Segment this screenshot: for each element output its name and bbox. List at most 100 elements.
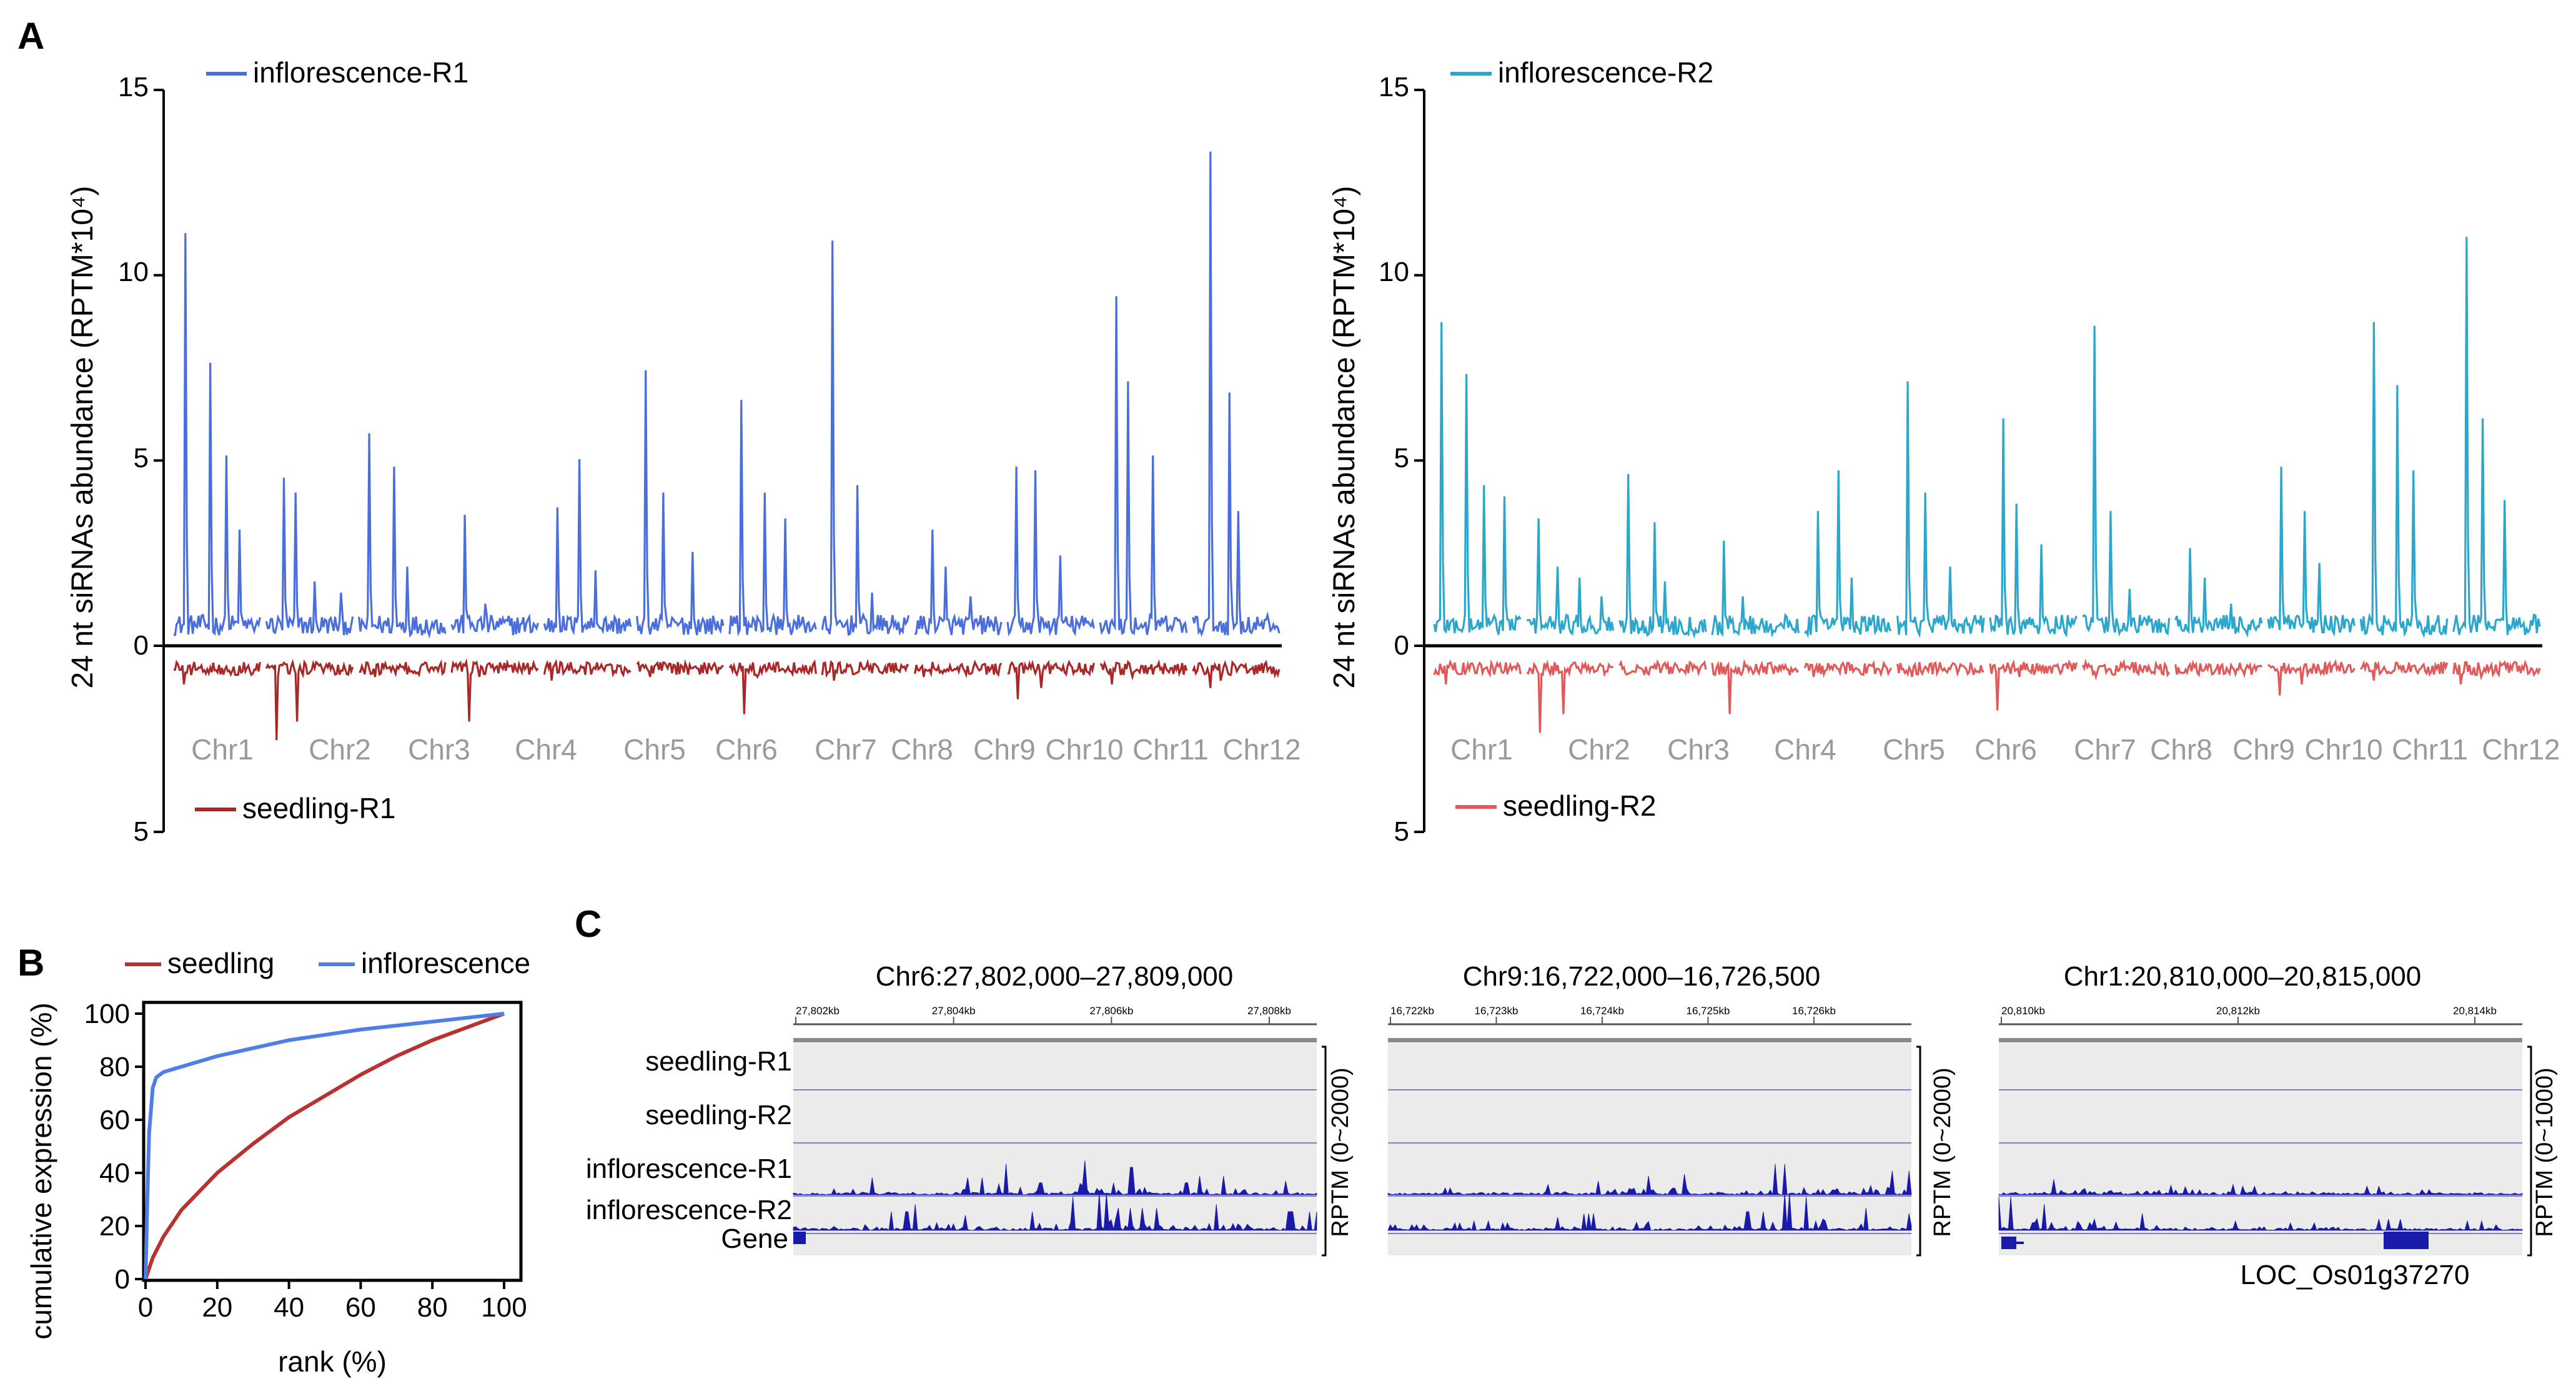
legend-seedling-r2: seedling-R2 — [1503, 789, 1656, 822]
x-tick-label: 40 — [274, 1292, 304, 1323]
chromosome-label-chr10: Chr10 — [1045, 733, 1123, 766]
ytick-15: 15 — [1379, 72, 1409, 102]
series-down-Chr11 — [2360, 660, 2449, 681]
chromosome-label-chr4: Chr4 — [1774, 733, 1836, 766]
series-up-Chr2 — [265, 477, 354, 636]
chromosome-label-chr2: Chr2 — [309, 733, 371, 766]
y-tick-label: 40 — [99, 1158, 130, 1189]
series-down-Chr1 — [173, 660, 261, 685]
series-down-Chr3 — [359, 659, 447, 678]
ytick-bottom-5: 5 — [134, 816, 149, 847]
series-up-Chr5 — [1804, 470, 1892, 638]
scale-bracket — [1916, 1045, 1921, 1257]
series-down-Chr7 — [1989, 659, 2078, 711]
track-label-seedling-r1: seedling-R1 — [645, 1046, 792, 1077]
track-label-inflorescence-r1: inflorescence-R1 — [586, 1154, 792, 1184]
gene-block — [793, 1232, 806, 1244]
ruler-bar — [1388, 1038, 1911, 1042]
legend-inflorescence-r1: inflorescence-R1 — [253, 56, 468, 89]
y-tick-label: 80 — [99, 1052, 130, 1082]
browser-3-title: Chr1:20,810,000–20,815,000 — [2064, 961, 2422, 992]
ruler-tick-label: 16,723kb — [1475, 1005, 1518, 1017]
series-up-Chr12 — [1192, 151, 1281, 638]
series-up-Chr5 — [543, 459, 632, 636]
panel-a-right: Chr1 Chr2 Chr3 Chr4 Chr5 Chr6 Chr7 Chr8 Chr9 Chr1… — [1328, 56, 2560, 847]
series-down-Chr3 — [1618, 659, 1707, 677]
series-down-Chr6 — [1896, 661, 1984, 678]
coverage-infl_r1_peaks — [1387, 1164, 1912, 1195]
ytick-5: 5 — [134, 443, 149, 473]
panel-b-plot: 0 20 40 60 80 100 0 20 40 60 80 100 — [84, 999, 527, 1323]
ruler-tick-label: 16,725kb — [1687, 1005, 1730, 1017]
legend-seedling-r1: seedling-R1 — [242, 792, 395, 824]
series-down-Chr7 — [728, 659, 817, 714]
series-up-Chr11 — [2359, 322, 2449, 638]
panel-label-a: A — [17, 15, 44, 57]
curve-seedling — [144, 1012, 505, 1280]
chromosome-label-chr4: Chr4 — [515, 733, 577, 766]
chromosome-label-chr12: Chr12 — [1222, 733, 1300, 766]
legend-inflorescence-r2: inflorescence-R2 — [1498, 56, 1713, 89]
ruler-tick-label: 16,726kb — [1792, 1005, 1836, 1017]
series-up-Chr4 — [450, 515, 539, 636]
ruler-tick-label: 20,810kb — [2001, 1005, 2045, 1017]
ruler-tick-label: 27,802kb — [796, 1005, 840, 1017]
series-up-Chr12 — [2452, 237, 2541, 635]
chromosome-label-chr8: Chr8 — [891, 733, 953, 766]
track-background — [793, 1043, 1317, 1255]
series-up-Chr11 — [1099, 296, 1188, 636]
series-up-Chr3 — [358, 433, 447, 639]
browser-1-scale: RPTM (0~2000) — [1327, 1067, 1354, 1237]
panel-a-right-plot: Chr1 Chr2 Chr3 Chr4 Chr5 Chr6 Chr7 Chr8 Chr9 Chr1… — [1414, 89, 2560, 833]
panel-b-xlabel: rank (%) — [278, 1345, 387, 1378]
series-down-Chr2 — [265, 658, 354, 741]
y-tick-label: 100 — [84, 999, 130, 1029]
x-tick-label: 80 — [417, 1292, 448, 1323]
y-tick-label: 20 — [99, 1211, 130, 1242]
browser-2-scale: RPTM (0~2000) — [1930, 1067, 1956, 1237]
ruler-tick-label: 27,808kb — [1247, 1005, 1291, 1017]
track-background — [1999, 1043, 2522, 1255]
series-down-Chr10 — [1007, 660, 1095, 699]
panel-a-left-ylabel: 24 nt siRNAs abundance (RPTM*10⁴) — [66, 186, 99, 689]
series-up-Chr9 — [914, 529, 1003, 636]
series-down-Chr11 — [1099, 659, 1188, 685]
panel-label-b: B — [17, 942, 44, 984]
panel-b-ylabel: cumulative expression (%) — [25, 1002, 57, 1339]
series-up-Chr2 — [1526, 518, 1615, 636]
chromosome-label-chr12: Chr12 — [2482, 733, 2560, 766]
scale-bracket — [1322, 1045, 1327, 1257]
coverage-infl_r2_peaks — [1387, 1192, 1912, 1231]
scale-bracket — [2527, 1045, 2532, 1257]
series-up-Chr8 — [821, 240, 910, 636]
chromosome-label-chr3: Chr3 — [1667, 733, 1730, 766]
x-tick-label: 100 — [481, 1292, 527, 1323]
series-down-Chr2 — [1526, 659, 1614, 733]
track-label-seedling-r2: seedling-R2 — [645, 1100, 792, 1130]
y-tick-label: 0 — [115, 1264, 130, 1295]
track-label-inflorescence-r2: inflorescence-R2 — [586, 1195, 792, 1225]
series-up-Chr4 — [1711, 540, 1800, 638]
chromosome-label-chr3: Chr3 — [408, 733, 470, 766]
coverage-infl_r2_peaks — [1998, 1196, 2523, 1231]
browser-3-gene-name: LOC_Os01g37270 — [2241, 1260, 2470, 1290]
ytick-0: 0 — [134, 630, 149, 661]
series-up-Chr1 — [1433, 322, 1522, 635]
coverage-infl_r1_peaks — [1998, 1179, 2523, 1195]
x-tick-label: 60 — [345, 1292, 376, 1323]
chromosome-label-chr1: Chr1 — [191, 733, 254, 766]
panel-c: 27,802kb 27,804kb 27,806kb 27,808kb 16,722kb… — [586, 961, 2558, 1290]
curve-inflorescence — [144, 1012, 505, 1280]
chromosome-label-chr9: Chr9 — [973, 733, 1036, 766]
track-label-gene: Gene — [721, 1223, 788, 1254]
series-up-Chr10 — [1006, 467, 1095, 636]
browser-3-scale: RPTM (0~1000) — [2532, 1067, 2558, 1237]
ruler-tick-label: 16,724kb — [1580, 1005, 1624, 1017]
ytick-10: 10 — [1379, 257, 1409, 287]
series-up-Chr10 — [2267, 467, 2356, 637]
browser-1-title: Chr6:27,802,000–27,809,000 — [876, 961, 1234, 992]
x-tick-label: 20 — [202, 1292, 232, 1323]
chromosome-label-chr7: Chr7 — [815, 733, 877, 766]
panel-a-left: Chr1 Chr2 Chr3 Chr4 Chr5 Chr6 Chr7 Chr8 Chr9 Chr1… — [66, 56, 1301, 847]
